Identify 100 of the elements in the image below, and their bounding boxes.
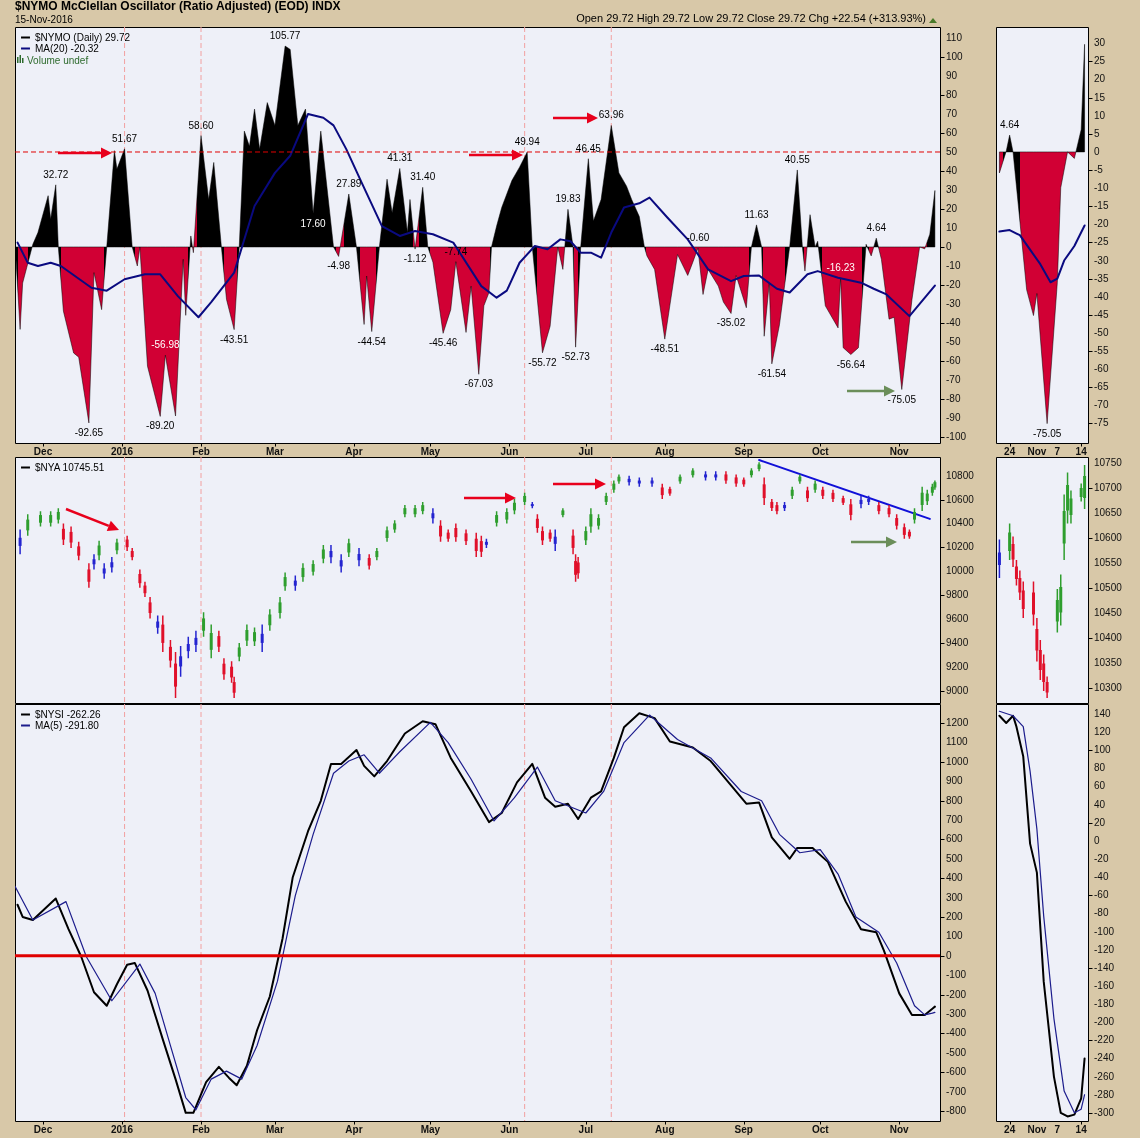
x-tick-label: Nov: [1027, 1124, 1047, 1135]
y-tick-label: 300: [946, 891, 964, 903]
y-tick-label: -300: [946, 1007, 967, 1019]
x-tick-label: Aug: [655, 1124, 675, 1135]
annotation: 41.31: [387, 152, 413, 164]
y-tick-label: -80: [946, 392, 961, 404]
y-tick-label: 20: [946, 202, 958, 214]
annotation: -75.05: [887, 393, 917, 405]
y-tick-label: 5: [1094, 127, 1100, 139]
x-tick-label: Nov: [889, 1124, 910, 1135]
y-tick-label: 30: [946, 183, 958, 195]
y-tick-label: -10: [1094, 182, 1109, 194]
annotation: -45.46: [428, 337, 458, 349]
y-tick-label: 100: [946, 51, 964, 63]
x-tick-label: Nov: [1027, 446, 1047, 457]
y-tick-label: 50: [946, 145, 958, 157]
annotation: -92.65: [74, 426, 104, 438]
y-tick-label: 10000: [946, 565, 975, 577]
y-tick-label: -45: [1094, 308, 1109, 320]
y-tick-label: -65: [1094, 381, 1109, 393]
annotation: -1.12: [403, 253, 427, 265]
y-tick-label: 10600: [946, 493, 975, 505]
y-tick-label: -50: [946, 335, 961, 347]
annotation: -4.98: [327, 260, 351, 272]
annotation: -67.03: [464, 378, 494, 390]
x-tick-label: Dec: [33, 446, 53, 457]
x-tick-label: Jul: [578, 446, 594, 457]
y-tick-label: 9200: [946, 660, 969, 672]
x-tick-label: Jul: [578, 1124, 594, 1135]
annotation: 32.72: [43, 168, 69, 180]
y-tick-label: -40: [946, 316, 961, 328]
y-tick-label: -80: [1094, 907, 1109, 919]
annotation: 58.60: [188, 119, 214, 131]
y-tick-label: -35: [1094, 272, 1109, 284]
y-tick-label: -25: [1094, 236, 1109, 248]
annotation: 51.67: [112, 132, 138, 144]
x-tick-label: Apr: [345, 446, 363, 457]
y-tick-label: -260: [1094, 1070, 1115, 1082]
legend-label: MA(5) -291.80: [35, 719, 100, 731]
x-tick-label: Oct: [811, 446, 830, 457]
y-tick-label: 10450: [1094, 607, 1123, 618]
y-tick-label: -400: [946, 1027, 967, 1039]
x-tick-label: Aug: [655, 446, 675, 457]
y-tick-label: -100: [1094, 925, 1115, 937]
y-tick-label: -100: [946, 430, 967, 442]
y-tick-label: 10800: [946, 469, 975, 481]
y-tick-label: 9400: [946, 636, 969, 648]
y-tick-label: -160: [1094, 979, 1115, 991]
y-tick-label: -180: [1094, 998, 1115, 1010]
y-tick-label: 500: [946, 852, 964, 864]
x-tick-label: Sep: [734, 1124, 753, 1135]
annotation: 17.60: [300, 217, 327, 229]
y-tick-label: -140: [1094, 961, 1115, 973]
y-tick-label: 30: [1094, 37, 1106, 49]
x-tick-label: Jun: [500, 1124, 519, 1135]
y-tick-label: -10: [946, 259, 961, 271]
annotation: -52.73: [561, 351, 591, 363]
annotation: -56.64: [836, 358, 866, 370]
x-tick-label: Sep: [734, 446, 753, 457]
y-tick-label: 140: [1094, 707, 1112, 719]
y-tick-label: -30: [946, 297, 961, 309]
y-tick-label: 0: [946, 949, 952, 961]
annotation: -56.98: [151, 339, 180, 351]
y-tick-label: 9600: [946, 613, 969, 625]
y-tick-label: -40: [1094, 871, 1109, 883]
x-tick-label: Feb: [192, 1124, 210, 1135]
y-tick-label: 10650: [1094, 507, 1123, 518]
y-tick-label: 10550: [1094, 557, 1123, 568]
y-tick-label: 200: [946, 910, 964, 922]
y-tick-label: 20: [1094, 816, 1106, 828]
y-tick-label: 80: [1094, 762, 1106, 774]
x-tick-label: 14: [1075, 446, 1088, 457]
y-tick-label: 10400: [1094, 632, 1123, 643]
y-tick-label: -300: [1094, 1106, 1115, 1118]
x-tick-label: May: [420, 1124, 441, 1135]
text: Open 29.72 High 29.72 Low 29.72 Close 29.72 Chg +22.54 (+313.93%): [576, 12, 926, 24]
y-tick-label: 110: [946, 32, 963, 44]
y-tick-label: -30: [1094, 254, 1109, 266]
y-tick-label: 1100: [946, 736, 968, 748]
y-tick-label: 0: [1094, 145, 1100, 157]
y-tick-label: -500: [946, 1046, 967, 1058]
y-tick-label: -40: [1094, 290, 1109, 302]
y-tick-label: 10200: [946, 541, 975, 553]
y-tick-label: 0: [946, 240, 952, 252]
y-tick-label: 1000: [946, 755, 969, 767]
y-tick-label: -60: [1094, 363, 1109, 375]
y-tick-label: 60: [946, 126, 958, 138]
chart-title: $NYMO McClellan Oscillator (Ratio Adjusted) (EOD) INDX: [15, 0, 341, 13]
annotation: 19.83: [555, 193, 581, 205]
annotation: -48.51: [650, 343, 680, 355]
y-tick-label: -20: [946, 278, 961, 290]
annotation: -43.51: [219, 333, 249, 345]
y-tick-label: 40: [1094, 798, 1106, 810]
y-tick-label: 9000: [946, 684, 969, 696]
legend-label: $NYSI -262.26: [35, 708, 102, 720]
y-tick-label: -75: [1094, 417, 1109, 429]
annotation: -0.60: [686, 232, 710, 244]
y-tick-label: -120: [1094, 943, 1115, 955]
x-tick-label: 2016: [110, 1124, 134, 1135]
annotation: 40.55: [784, 153, 811, 165]
